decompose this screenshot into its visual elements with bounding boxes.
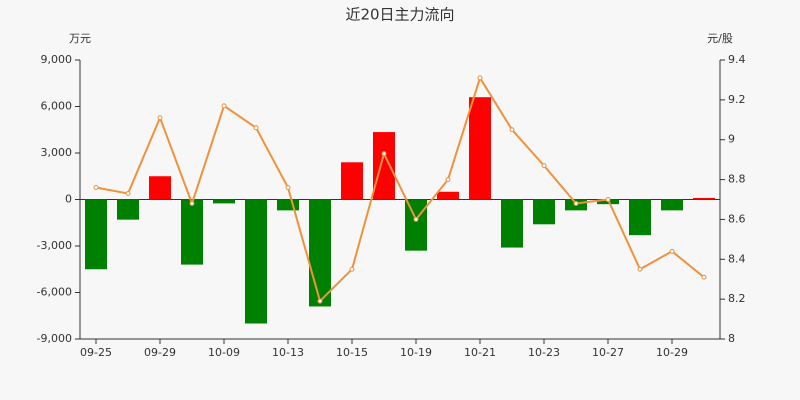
- bar: [661, 199, 683, 211]
- price-point: [253, 125, 259, 131]
- bar: [117, 199, 139, 220]
- y2-tick-label: 8.4: [728, 252, 746, 265]
- bar: [373, 132, 395, 200]
- x-tick-label: 10-29: [656, 346, 688, 359]
- bar: [693, 197, 715, 200]
- price-point: [477, 75, 483, 81]
- bar: [309, 199, 331, 307]
- y2-tick-label: 8: [728, 332, 735, 345]
- price-point: [125, 191, 131, 197]
- bar: [213, 199, 235, 204]
- bar: [501, 199, 523, 248]
- y2-tick-label: 8.2: [728, 292, 746, 305]
- x-tick-label: 10-27: [592, 346, 624, 359]
- y-tick-label: -6,000: [37, 286, 72, 299]
- price-point: [541, 163, 547, 169]
- y-tick-label: -3,000: [37, 239, 72, 252]
- x-tick-label: 09-25: [80, 346, 112, 359]
- x-tick-label: 09-29: [144, 346, 176, 359]
- bar: [85, 199, 107, 270]
- bar: [629, 199, 651, 236]
- price-point: [349, 266, 355, 272]
- y-axis-unit: 万元: [69, 32, 91, 45]
- bar: [341, 162, 363, 200]
- y-tick-label: 6,000: [41, 100, 73, 113]
- bar: [469, 97, 491, 200]
- y2-tick-label: 8.6: [728, 212, 746, 225]
- price-point: [605, 197, 611, 202]
- bar: [437, 191, 459, 200]
- y2-tick-label: 9.4: [728, 53, 746, 66]
- x-tick-label: 10-23: [528, 346, 560, 359]
- bar: [245, 199, 267, 324]
- price-point: [509, 127, 515, 133]
- price-point: [221, 103, 227, 109]
- y2-tick-label: 9: [728, 133, 735, 146]
- price-point: [93, 185, 99, 191]
- price-point: [573, 200, 579, 206]
- y-tick-label: 3,000: [41, 146, 73, 159]
- y2-tick-label: 9.2: [728, 93, 746, 106]
- price-point: [701, 274, 707, 280]
- price-point: [413, 216, 419, 222]
- bar: [181, 199, 203, 265]
- x-tick-label: 10-13: [272, 346, 304, 359]
- bar: [277, 199, 299, 211]
- price-point: [381, 151, 387, 157]
- bar: [533, 199, 555, 225]
- y2-tick-label: 8.8: [728, 173, 746, 186]
- chart-title: 近20日主力流向: [345, 6, 454, 24]
- y-tick-label: -9,000: [37, 332, 72, 345]
- x-tick-label: 10-09: [208, 346, 240, 359]
- price-point: [669, 248, 675, 254]
- x-tick-label: 10-15: [336, 346, 368, 359]
- y-tick-label: 9,000: [41, 53, 73, 66]
- price-point: [637, 266, 643, 272]
- x-tick-label: 10-21: [464, 346, 496, 359]
- price-point: [189, 200, 195, 206]
- price-line: [95, 75, 705, 304]
- y-tick-label: 0: [65, 193, 72, 206]
- price-point: [285, 185, 291, 191]
- price-point: [157, 115, 163, 121]
- bar: [405, 199, 427, 251]
- price-point: [445, 177, 451, 183]
- x-tick-label: 10-19: [400, 346, 432, 359]
- bar: [149, 176, 171, 200]
- price-point: [317, 298, 323, 304]
- y2-axis-unit: 元/股: [707, 32, 733, 45]
